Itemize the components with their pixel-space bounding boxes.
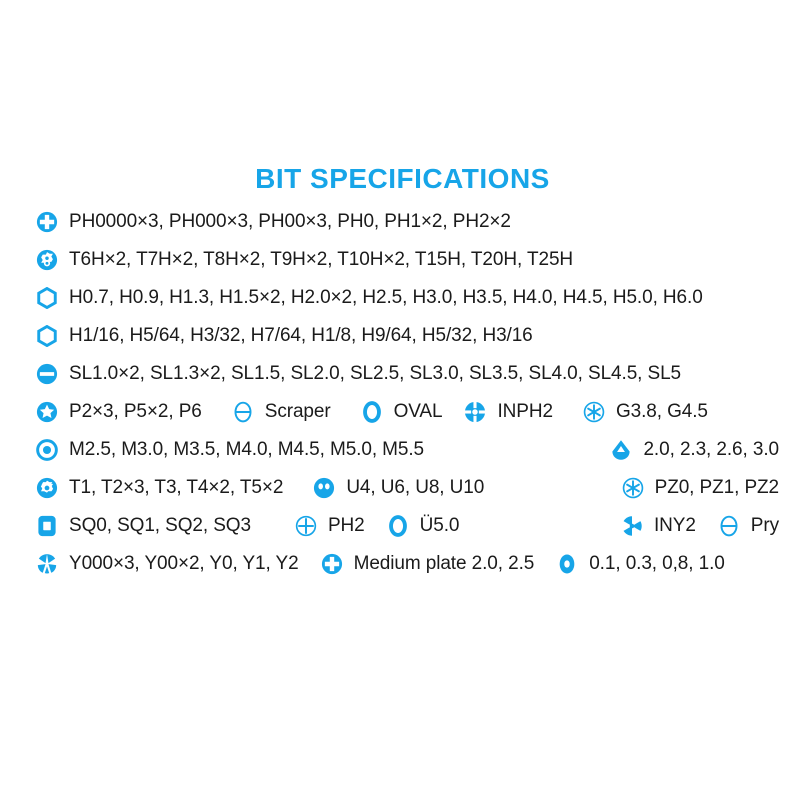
spec-item: PH0000×3, PH000×3, PH00×3, PH0, PH1×2, P… [36, 211, 511, 233]
spec-label: PH2 [327, 515, 365, 536]
spec-label: M2.5, M3.0, M3.5, M4.0, M4.5, M5.0, M5.5 [69, 439, 425, 460]
spec-item: T1, T2×3, T3, T4×2, T5×2 [36, 477, 283, 499]
spec-label: H1/16, H5/64, H3/32, H7/64, H1/8, H9/64,… [69, 325, 533, 346]
square-socket-icon [36, 515, 58, 537]
spec-row: M2.5, M3.0, M3.5, M4.0, M4.5, M5.0, M5.5… [0, 431, 805, 469]
spec-label: INPH2 [497, 401, 553, 422]
spec-item: SQ0, SQ1, SQ2, SQ3 [36, 515, 251, 537]
spec-label: SL1.0×2, SL1.3×2, SL1.5, SL2.0, SL2.5, S… [69, 363, 682, 384]
scraper-icon [232, 401, 254, 423]
spec-label: 2.0, 2.3, 2.6, 3.0 [643, 439, 779, 460]
spec-item: OVAL [361, 401, 443, 423]
spec-item: P2×3, P5×2, P6 [36, 401, 202, 423]
tri-wing-icon [36, 553, 58, 575]
spec-label: G3.8, G4.5 [615, 401, 708, 422]
inph2-cross-ring-icon [464, 401, 486, 423]
spec-label: Pry [750, 515, 779, 536]
spec-label: T6H×2, T7H×2, T8H×2, T9H×2, T10H×2, T15H… [69, 249, 574, 270]
torx-security-star-icon [36, 249, 58, 271]
page-title: BIT SPECIFICATIONS [255, 163, 550, 194]
torx-star-icon [36, 477, 58, 499]
spec-item: T6H×2, T7H×2, T8H×2, T9H×2, T10H×2, T15H… [36, 249, 573, 271]
spec-label: PH0000×3, PH000×3, PH00×3, PH0, PH1×2, P… [69, 211, 511, 232]
spec-row: T6H×2, T7H×2, T8H×2, T9H×2, T10H×2, T15H… [0, 241, 805, 279]
spec-item: Ü5.0 [387, 515, 460, 537]
spec-item: 2.0, 2.3, 2.6, 3.0 [610, 439, 779, 461]
spec-label: SQ0, SQ1, SQ2, SQ3 [69, 515, 251, 536]
phillips-cross-icon [321, 553, 343, 575]
spec-row: H1/16, H5/64, H3/32, H7/64, H1/8, H9/64,… [0, 317, 805, 355]
iny2-tri-icon [621, 515, 643, 537]
slotted-flat-icon [36, 363, 58, 385]
spec-label: T1, T2×3, T3, T4×2, T5×2 [69, 477, 284, 498]
spec-label: INY2 [653, 515, 696, 536]
spec-item: INY2 [621, 515, 696, 537]
spec-row: Y000×3, Y00×2, Y0, Y1, Y2 Medium plate 2… [0, 545, 805, 583]
spec-label: Y000×3, Y00×2, Y0, Y1, Y2 [69, 553, 299, 574]
spec-item: Y000×3, Y00×2, Y0, Y1, Y2 [36, 553, 299, 575]
pry-icon [718, 515, 740, 537]
oval-ring-icon [361, 401, 383, 423]
spec-label: P2×3, P5×2, P6 [69, 401, 202, 422]
spec-row: P2×3, P5×2, P6 Scraper OVAL INPH2 [0, 393, 805, 431]
dot-ring-icon [36, 439, 58, 461]
spec-item: PH2 [295, 515, 365, 537]
oval-dot-icon [556, 553, 578, 575]
gas-asterisk-icon [583, 401, 605, 423]
spec-item: Scraper [232, 401, 331, 423]
spec-label: Medium plate 2.0, 2.5 [353, 553, 535, 574]
spec-label: Scraper [264, 401, 331, 422]
spec-label: Ü5.0 [419, 515, 460, 536]
spec-row: SQ0, SQ1, SQ2, SQ3 PH2 Ü5.0 INY2 [0, 507, 805, 545]
spec-item: Pry [718, 515, 779, 537]
hex-outline-icon [36, 287, 58, 309]
spec-item: INPH2 [464, 401, 553, 423]
spec-item: U4, U6, U8, U10 [313, 477, 484, 499]
spec-label: 0.1, 0.3, 0,8, 1.0 [589, 553, 725, 574]
spec-item: PZ0, PZ1, PZ2 [622, 477, 779, 499]
spec-item: H0.7, H0.9, H1.3, H1.5×2, H2.0×2, H2.5, … [36, 287, 703, 309]
spec-item: 0.1, 0.3, 0,8, 1.0 [556, 553, 725, 575]
triangle-icon [610, 439, 632, 461]
u-two-hole-icon [313, 477, 335, 499]
spec-row: T1, T2×3, T3, T4×2, T5×2 U4, U6, U8, U10… [0, 469, 805, 507]
spec-label: U4, U6, U8, U10 [346, 477, 485, 498]
spec-item: M2.5, M3.0, M3.5, M4.0, M4.5, M5.0, M5.5 [36, 439, 424, 461]
spec-label: H0.7, H0.9, H1.3, H1.5×2, H2.0×2, H2.5, … [69, 287, 703, 308]
spec-label: PZ0, PZ1, PZ2 [654, 477, 779, 498]
pozidriv-asterisk-icon [622, 477, 644, 499]
hex-outline-icon [36, 325, 58, 347]
spec-item: SL1.0×2, SL1.3×2, SL1.5, SL2.0, SL2.5, S… [36, 363, 681, 385]
spec-row: H0.7, H0.9, H1.3, H1.5×2, H2.0×2, H2.5, … [0, 279, 805, 317]
spec-item: G3.8, G4.5 [583, 401, 708, 423]
spec-row: PH0000×3, PH000×3, PH00×3, PH0, PH1×2, P… [0, 203, 805, 241]
spec-label: OVAL [393, 401, 443, 422]
spec-item: Medium plate 2.0, 2.5 [321, 553, 535, 575]
pentalobe-star-icon [36, 401, 58, 423]
phillips-outline-icon [295, 515, 317, 537]
spec-row: SL1.0×2, SL1.3×2, SL1.5, SL2.0, SL2.5, S… [0, 355, 805, 393]
phillips-cross-icon [36, 211, 58, 233]
oval-ring-icon [387, 515, 409, 537]
specification-list: PH0000×3, PH000×3, PH00×3, PH0, PH1×2, P… [0, 203, 805, 583]
spec-item: H1/16, H5/64, H3/32, H7/64, H1/8, H9/64,… [36, 325, 533, 347]
